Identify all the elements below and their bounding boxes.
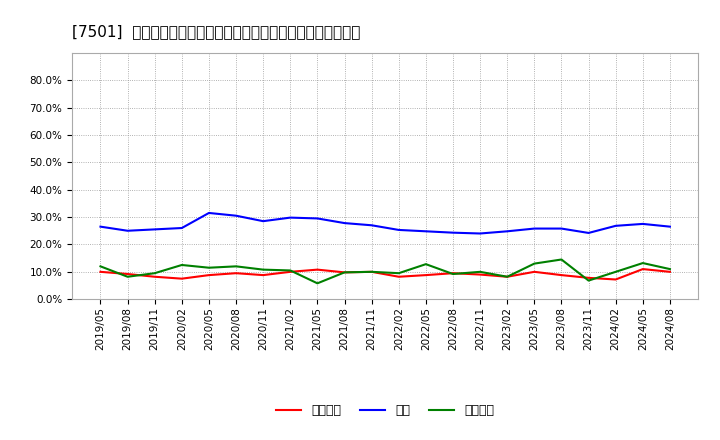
売上債権 (123, 271, 132, 277)
売上債権 (611, 277, 620, 282)
在庫 (611, 223, 620, 228)
売上債権 (584, 275, 593, 280)
買入債務 (96, 264, 105, 269)
Line: 買入債務: 買入債務 (101, 260, 670, 283)
買入債務 (584, 278, 593, 283)
売上債権 (530, 269, 539, 275)
在庫 (584, 230, 593, 235)
買入債務 (286, 268, 294, 273)
買入債務 (123, 274, 132, 279)
売上債権 (476, 272, 485, 277)
買入債務 (530, 261, 539, 266)
売上債権 (395, 274, 403, 279)
買入債務 (639, 260, 647, 266)
在庫 (96, 224, 105, 229)
在庫 (530, 226, 539, 231)
在庫 (123, 228, 132, 233)
在庫 (557, 226, 566, 231)
買入債務 (341, 270, 349, 275)
在庫 (150, 227, 159, 232)
売上債権 (557, 272, 566, 278)
Text: [7501]  売上債権、在庫、買入債務の総資産に対する比率の推移: [7501] 売上債権、在庫、買入債務の総資産に対する比率の推移 (72, 24, 361, 39)
売上債権 (449, 271, 457, 276)
買入債務 (204, 265, 213, 270)
売上債権 (341, 270, 349, 275)
買入債務 (313, 281, 322, 286)
売上債権 (367, 269, 376, 275)
買入債務 (150, 271, 159, 276)
買入債務 (421, 261, 430, 267)
Legend: 売上債権, 在庫, 買入債務: 売上債権, 在庫, 買入債務 (271, 399, 499, 422)
在庫 (503, 229, 511, 234)
売上債権 (421, 272, 430, 278)
売上債権 (96, 269, 105, 275)
在庫 (449, 230, 457, 235)
買入債務 (476, 269, 485, 275)
売上債権 (204, 272, 213, 278)
在庫 (313, 216, 322, 221)
在庫 (341, 220, 349, 226)
買入債務 (367, 269, 376, 275)
在庫 (665, 224, 674, 229)
売上債権 (665, 269, 674, 275)
買入債務 (178, 262, 186, 268)
売上債権 (150, 274, 159, 279)
買入債務 (395, 271, 403, 276)
買入債務 (611, 269, 620, 275)
買入債務 (259, 267, 268, 272)
在庫 (421, 229, 430, 234)
売上債権 (259, 272, 268, 278)
売上債権 (313, 267, 322, 272)
買入債務 (449, 271, 457, 277)
買入債務 (503, 274, 511, 279)
Line: 売上債権: 売上債権 (101, 269, 670, 279)
売上債権 (232, 271, 240, 276)
在庫 (395, 227, 403, 233)
買入債務 (665, 267, 674, 272)
在庫 (286, 215, 294, 220)
在庫 (232, 213, 240, 218)
Line: 在庫: 在庫 (101, 213, 670, 234)
在庫 (204, 210, 213, 216)
買入債務 (232, 264, 240, 269)
売上債権 (639, 267, 647, 272)
売上債権 (286, 269, 294, 275)
売上債権 (503, 274, 511, 279)
在庫 (639, 221, 647, 227)
在庫 (476, 231, 485, 236)
買入債務 (557, 257, 566, 262)
在庫 (259, 219, 268, 224)
売上債権 (178, 276, 186, 281)
在庫 (178, 225, 186, 231)
在庫 (367, 223, 376, 228)
